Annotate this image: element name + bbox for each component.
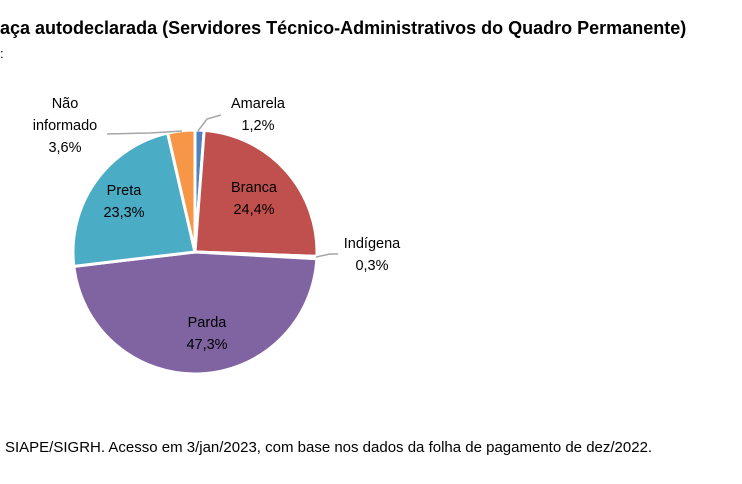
data-label-name: Parda: [188, 315, 228, 331]
data-label-amarela: Amarela 1,2%: [231, 96, 286, 134]
data-label-value: 47,3%: [186, 337, 227, 353]
leader-line-amarela: [197, 114, 222, 132]
pie-slice-branca: [193, 128, 319, 258]
data-label-name: Preta: [107, 183, 143, 199]
data-label-name: Não: [52, 96, 79, 112]
source-note: SIAPE/SIGRH. Acesso em 3/jan/2023, com b…: [5, 439, 653, 456]
data-label-name: Amarela: [231, 96, 286, 112]
data-label-value: 3,6%: [48, 140, 81, 156]
pie-slice-preta: [71, 131, 197, 268]
data-label-indigena: Indígena 0,3%: [344, 236, 401, 274]
chart-title: aça autodeclarada (Servidores Técnico-Ad…: [0, 18, 687, 38]
data-label-value: 1,2%: [241, 118, 274, 134]
data-label-value: 24,4%: [233, 202, 274, 218]
data-label-preta: Preta 23,3%: [103, 183, 144, 221]
pie-slice-parda: [72, 250, 319, 376]
chart-subtitle: :: [0, 46, 4, 61]
leader-line-indigena: [315, 253, 338, 258]
data-label-branca: Branca 24,4%: [231, 180, 278, 218]
pie-chart: Amarela 1,2% Branca 24,4% Indígena 0,3% Parda 4…: [33, 96, 401, 376]
data-label-value: 23,3%: [103, 205, 144, 221]
data-label-nao-informado: Não informado 3,6%: [33, 96, 97, 156]
data-label-name: Branca: [231, 180, 278, 196]
data-label-value: 0,3%: [355, 258, 388, 274]
data-label-name: informado: [33, 118, 97, 134]
data-label-name: Indígena: [344, 236, 401, 252]
leader-line-nao-informado: [106, 130, 183, 135]
data-label-parda: Parda 47,3%: [186, 315, 227, 353]
